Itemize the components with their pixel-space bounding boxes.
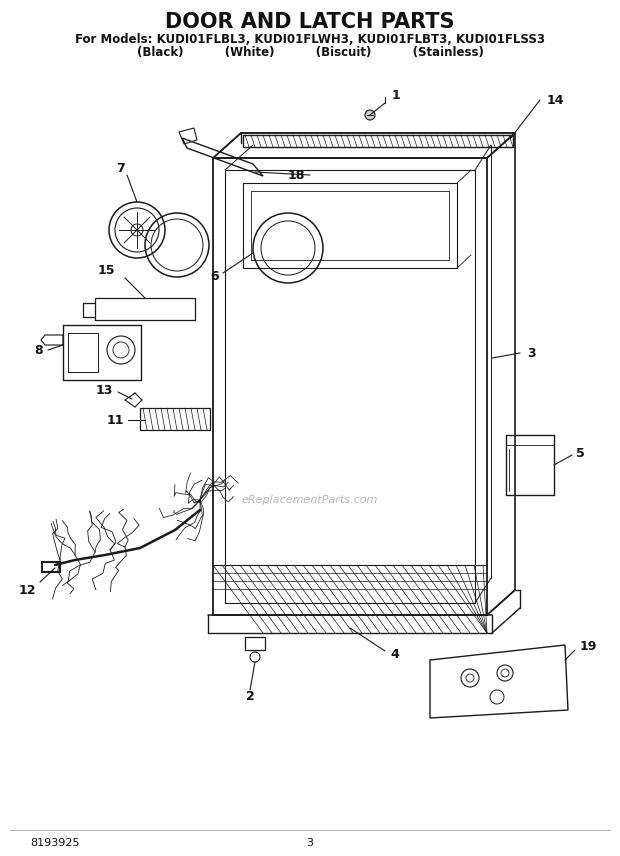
Text: 18: 18 — [288, 169, 305, 181]
Text: (Black)          (White)          (Biscuit)          (Stainless): (Black) (White) (Biscuit) (Stainless) — [136, 45, 484, 58]
Text: eReplacementParts.com: eReplacementParts.com — [242, 495, 378, 505]
Text: 2: 2 — [246, 691, 254, 704]
Text: 6: 6 — [210, 270, 219, 282]
Text: 5: 5 — [576, 447, 585, 460]
Text: 3: 3 — [306, 838, 314, 848]
Circle shape — [365, 110, 375, 120]
Text: 8: 8 — [34, 343, 43, 356]
Text: DOOR AND LATCH PARTS: DOOR AND LATCH PARTS — [166, 12, 454, 32]
Text: 3: 3 — [527, 347, 536, 360]
Text: 8193925: 8193925 — [30, 838, 79, 848]
Text: 4: 4 — [390, 649, 399, 662]
Text: 19: 19 — [580, 640, 598, 653]
Text: 1: 1 — [392, 88, 401, 102]
Text: 7: 7 — [117, 162, 125, 175]
Text: 13: 13 — [95, 383, 113, 396]
Text: 14: 14 — [547, 93, 564, 106]
Text: 12: 12 — [19, 584, 36, 597]
Text: For Models: KUDI01FLBL3, KUDI01FLWH3, KUDI01FLBT3, KUDI01FLSS3: For Models: KUDI01FLBL3, KUDI01FLWH3, KU… — [75, 33, 545, 45]
Text: 15: 15 — [97, 264, 115, 276]
Text: 11: 11 — [107, 413, 124, 426]
